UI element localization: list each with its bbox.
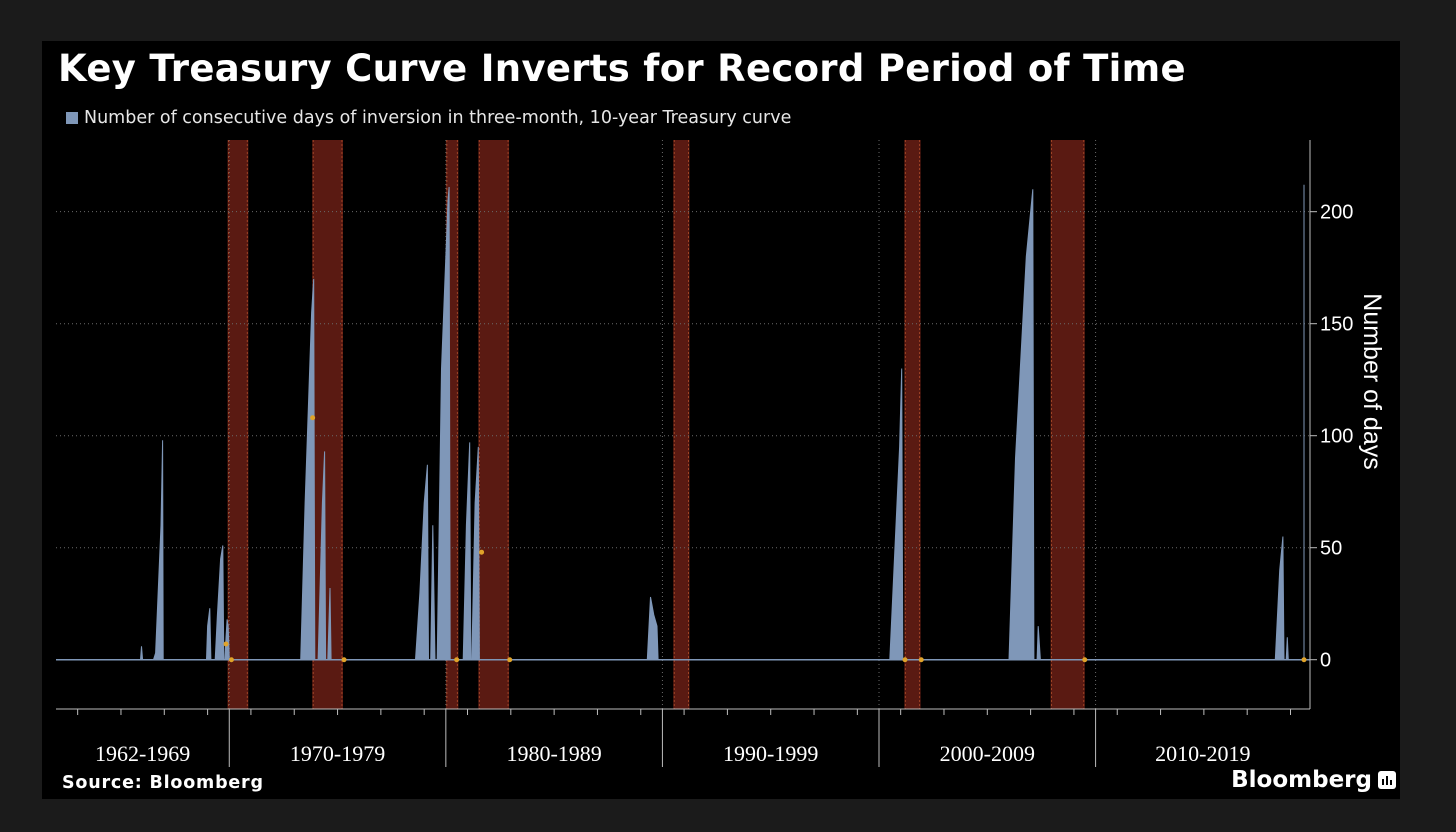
- bloomberg-brand: Bloomberg: [1231, 767, 1396, 793]
- recession-band: [227, 140, 249, 709]
- y-tick-label: 100: [1320, 426, 1353, 448]
- chart-plot: 0 50 100 150 200 1962-1969 1970-1979 1980-1989 1…: [56, 140, 1386, 767]
- recession-band: [478, 140, 510, 709]
- recession-marker: [454, 657, 460, 663]
- recession-marker: [223, 641, 229, 647]
- x-period-label: 1970-1979: [290, 741, 385, 766]
- recession-band: [1050, 140, 1085, 709]
- chart-card: Key Treasury Curve Inverts for Record Pe…: [42, 41, 1400, 799]
- legend-swatch: [66, 112, 78, 124]
- x-period-label: 1962-1969: [95, 741, 190, 766]
- legend-label: Number of consecutive days of inversion …: [84, 108, 792, 128]
- recession-marker: [902, 657, 908, 663]
- chart-title: Key Treasury Curve Inverts for Record Pe…: [58, 47, 1186, 90]
- recession-band: [904, 140, 921, 709]
- recession-marker: [918, 657, 924, 663]
- source-note: Source: Bloomberg: [62, 773, 264, 793]
- recession-marker: [1301, 657, 1307, 663]
- recession-marker: [341, 657, 347, 663]
- x-period-label: 1980-1989: [506, 741, 601, 766]
- x-period-label: 2010-2019: [1155, 741, 1250, 766]
- recession-marker: [228, 657, 234, 663]
- recession-band: [312, 140, 343, 709]
- chart-legend: Number of consecutive days of inversion …: [66, 108, 791, 128]
- y-tick-label: 50: [1320, 538, 1342, 560]
- brand-label: Bloomberg: [1231, 767, 1372, 793]
- x-period-label: 1990-1999: [723, 741, 818, 766]
- recession-band: [673, 140, 690, 709]
- y-axis-title: Number of days: [1358, 293, 1386, 469]
- bloomberg-chart-icon: [1378, 771, 1396, 789]
- recession-marker: [1082, 657, 1088, 663]
- y-tick-label: 150: [1320, 314, 1353, 336]
- recession-marker: [479, 549, 485, 555]
- y-tick-label: 0: [1320, 650, 1331, 672]
- recession-marker: [507, 657, 513, 663]
- recession-marker: [310, 415, 316, 421]
- x-period-label: 2000-2009: [940, 741, 1035, 766]
- y-tick-label: 200: [1320, 202, 1353, 224]
